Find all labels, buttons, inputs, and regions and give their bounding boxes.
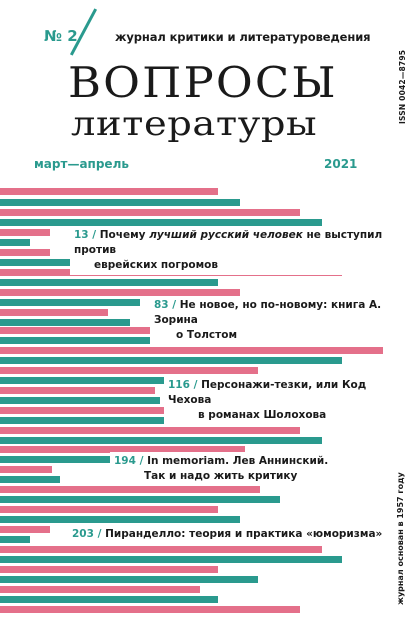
stripe-bar	[0, 249, 50, 256]
entry-text: не выступил против	[74, 229, 383, 256]
stripe-bar	[0, 347, 383, 354]
journal-subtitle: журнал критики и литературоведения	[115, 30, 371, 44]
stripe-bar	[0, 536, 30, 543]
stripe-bar	[0, 219, 322, 226]
stripe-bar	[0, 209, 300, 216]
title-line-2: литературы	[71, 104, 318, 144]
entry-page: 83 /	[154, 299, 177, 311]
stripe-bar	[0, 496, 280, 503]
stripe-bar	[0, 486, 260, 493]
stripe-bar	[0, 586, 200, 593]
contents-entry: 203 / Пиранделло: теория и практика «юмо…	[68, 525, 387, 544]
stripe-bar	[0, 188, 218, 195]
issue-number: № 2	[44, 27, 78, 45]
contents-entry: 116 / Персонажи-тезки, или Код Чехова в …	[164, 376, 415, 425]
stripe-bar	[0, 427, 300, 434]
entry-text-line2: о Толстом	[176, 329, 238, 341]
entry-page: 116 /	[168, 379, 198, 391]
stripe-bar	[0, 279, 218, 286]
issue-year: 2021	[324, 157, 358, 171]
entry-text-italic: лучший русский человек	[149, 229, 303, 241]
stripe-bar	[0, 199, 240, 206]
contents-entry: 194 / In memoriam. Лев Аннинский. Так и …	[110, 452, 333, 486]
stripe-bar	[0, 446, 245, 453]
stripe-bar	[0, 367, 258, 374]
stripe-bar	[0, 526, 50, 533]
entry-text: Пиранделло: теория и практика «юморизма»	[105, 528, 383, 540]
stripe-bar	[0, 546, 322, 553]
stripe-bar	[0, 516, 240, 523]
contents-entry: 83 / Не новое, но по-новому: книга А. Зо…	[150, 296, 415, 345]
stripe-bar	[0, 437, 322, 444]
stripe-bar	[0, 387, 155, 394]
entry-text: Персонажи-тезки, или Код Чехова	[168, 379, 367, 406]
founded-label: журнал основан в 1957 году	[396, 472, 405, 605]
stripe-bar	[0, 397, 160, 404]
contents-entry: 13 / Почему лучший русский человек не вы…	[70, 226, 415, 275]
stripe-bar	[0, 476, 60, 483]
stripe-bar	[0, 377, 218, 384]
stripe-bar	[0, 596, 218, 603]
stripe-bar	[0, 319, 130, 326]
stripe-bar	[0, 566, 218, 573]
stripe-bar	[0, 556, 342, 563]
entry-text: Почему	[99, 229, 150, 241]
stripe-bar	[0, 239, 30, 246]
entry-text-line2: в романах Шолохова	[198, 409, 327, 421]
stripe-bar	[0, 229, 50, 236]
stripe-bar	[0, 466, 52, 473]
stripe-bar	[0, 309, 108, 316]
entry-page: 194 /	[114, 455, 144, 467]
stripe-bar	[0, 506, 218, 513]
stripe-bar	[0, 576, 258, 583]
stripe-bar	[0, 606, 300, 613]
entry-text-line2: еврейских погромов	[94, 259, 219, 271]
entry-text-line2: Так и надо жить критику	[144, 470, 298, 482]
stripe-bar	[0, 299, 140, 306]
entry-page: 13 /	[74, 229, 97, 241]
issue-period: март—апрель	[34, 157, 129, 171]
title-line-1: ВОПРОСЫ	[68, 58, 338, 107]
stripe-bar	[0, 456, 112, 463]
stripe-bar	[0, 289, 240, 296]
issn-label: ISSN 0042—8795	[398, 49, 407, 124]
entry-text: Не новое, но по-новому: книга А. Зорина	[154, 299, 382, 326]
entry-page: 203 /	[72, 528, 102, 540]
stripe-bar	[0, 357, 342, 364]
entry-text: In memoriam. Лев Аннинский.	[147, 455, 329, 467]
